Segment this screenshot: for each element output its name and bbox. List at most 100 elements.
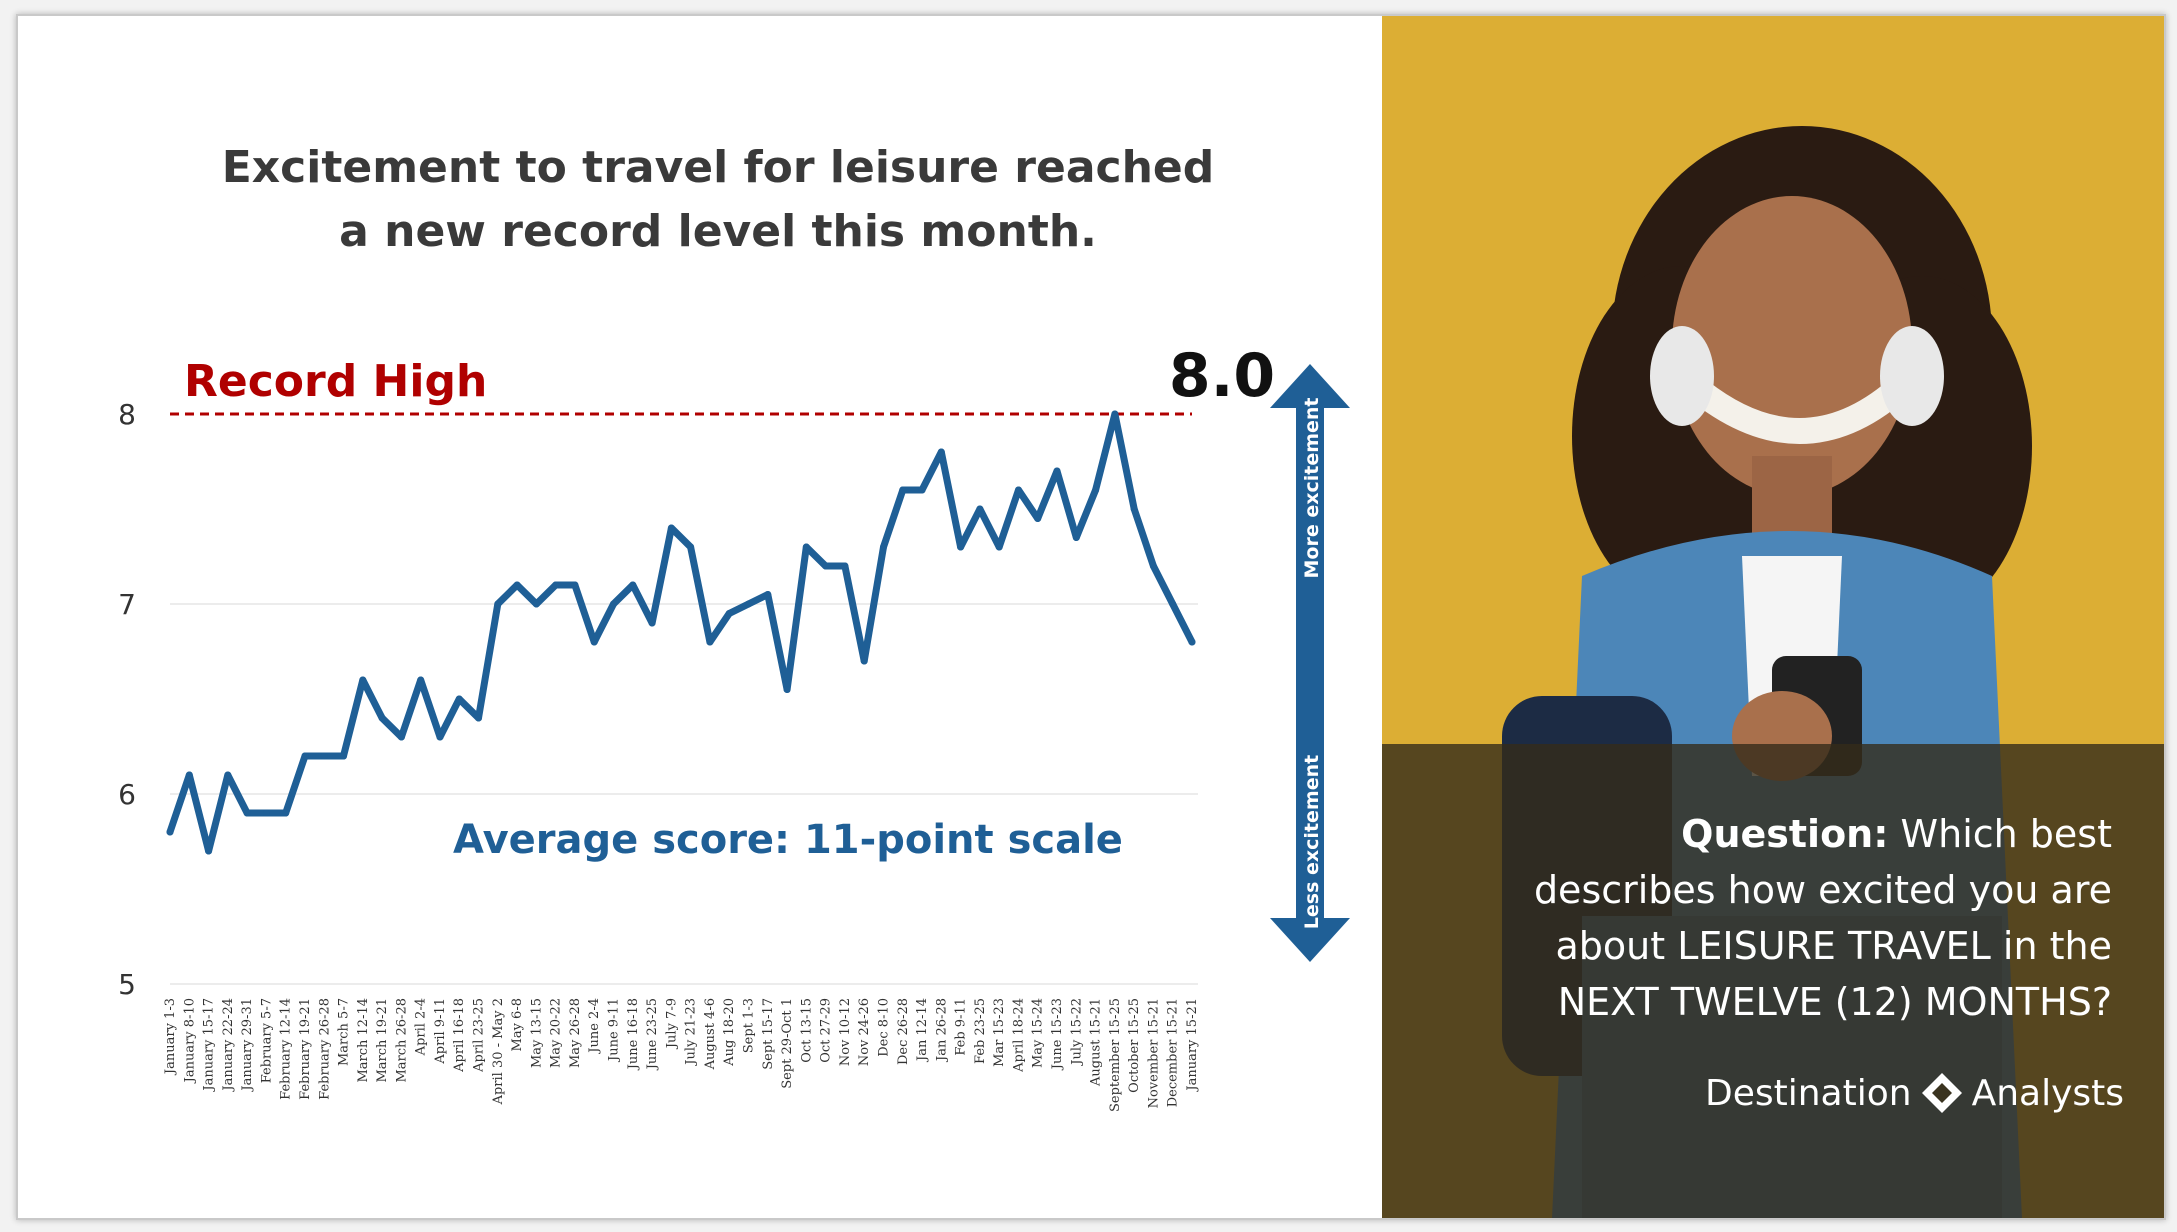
x-tick-label: December 15-21 bbox=[1166, 998, 1181, 1107]
chart-annotation: Average score: 11-point scale bbox=[453, 817, 1123, 863]
data-point bbox=[629, 581, 637, 589]
slide: Excitement to travel for leisure reached… bbox=[16, 14, 2166, 1220]
x-tick-label: April 23-25 bbox=[472, 998, 487, 1073]
data-point bbox=[1149, 562, 1157, 570]
chart-title: Excitement to travel for leisure reached… bbox=[221, 142, 1215, 257]
x-tick-label: May 15-24 bbox=[1031, 998, 1046, 1068]
data-point bbox=[205, 847, 213, 855]
x-tick-label: Feb 9-11 bbox=[954, 998, 969, 1056]
x-tick-label: Nov 10-12 bbox=[838, 998, 853, 1066]
data-point bbox=[359, 676, 367, 684]
data-point bbox=[1014, 486, 1022, 494]
arrow-shaft bbox=[1296, 408, 1324, 938]
data-point bbox=[841, 562, 849, 570]
data-point bbox=[957, 543, 965, 551]
y-tick-label: 7 bbox=[118, 588, 136, 621]
data-point bbox=[320, 752, 328, 760]
line-chart: 5 6 7 8 January 1-3 January 8-10 January 15-17… bbox=[118, 341, 1350, 1112]
x-tick-label: July 15-22 bbox=[1069, 998, 1084, 1067]
data-point bbox=[976, 505, 984, 513]
y-tick-label: 8 bbox=[118, 398, 136, 431]
arrow-top-label: More excitement bbox=[1301, 397, 1323, 578]
x-tick-label: February 26-28 bbox=[317, 998, 332, 1100]
data-point bbox=[378, 714, 386, 722]
x-tick-label: April 18-24 bbox=[1011, 998, 1026, 1073]
x-tick-label: May 13-15 bbox=[529, 998, 544, 1068]
diamond-logo-icon bbox=[1921, 1073, 1962, 1113]
x-tick-label: March 12-14 bbox=[356, 998, 371, 1083]
question-overlay bbox=[1382, 744, 2164, 1218]
data-point bbox=[918, 486, 926, 494]
data-point bbox=[744, 600, 752, 608]
y-tick-label: 6 bbox=[118, 778, 136, 811]
data-point bbox=[455, 695, 463, 703]
x-tick-label: May 26-28 bbox=[568, 998, 583, 1068]
data-point bbox=[475, 714, 483, 722]
data-point bbox=[899, 486, 907, 494]
x-tick-label: June 15-23 bbox=[1050, 998, 1065, 1071]
x-tick-label: October 15-25 bbox=[1127, 998, 1142, 1093]
x-tick-label: April 2-4 bbox=[414, 998, 429, 1056]
data-point bbox=[301, 752, 309, 760]
x-tick-label: June 2-4 bbox=[587, 998, 602, 1055]
x-tick-label: March 26-28 bbox=[394, 998, 409, 1083]
data-point bbox=[1053, 467, 1061, 475]
x-tick-label: June 16-18 bbox=[626, 998, 641, 1071]
x-tick-label: November 15-21 bbox=[1146, 998, 1161, 1108]
x-tick-label: April 30 - May 2 bbox=[491, 998, 506, 1105]
x-tick-label: Oct 27-29 bbox=[819, 998, 834, 1063]
x-tick-label: June 9-11 bbox=[607, 998, 622, 1063]
data-point bbox=[1092, 486, 1100, 494]
data-point bbox=[417, 676, 425, 684]
x-tick-label: January 1-3 bbox=[163, 998, 178, 1076]
data-point bbox=[1169, 600, 1177, 608]
data-point bbox=[1072, 534, 1080, 541]
data-point bbox=[1034, 515, 1042, 522]
arrow-up-icon bbox=[1270, 364, 1350, 408]
x-tick-label: January 15-17 bbox=[202, 998, 217, 1093]
x-tick-label: May 6-8 bbox=[510, 998, 525, 1051]
x-tick-label: May 20-22 bbox=[549, 998, 564, 1068]
data-point bbox=[783, 686, 791, 693]
x-tick-label: Sept 1-3 bbox=[741, 998, 756, 1053]
x-tick-label: Oct 13-15 bbox=[799, 998, 814, 1063]
x-tick-label: January 15-21 bbox=[1185, 998, 1200, 1093]
question-text: Question: Which best describes how excit… bbox=[1512, 806, 2112, 1030]
x-tick-label: Jan 26-28 bbox=[934, 998, 949, 1063]
data-point bbox=[397, 733, 405, 741]
x-tick-label: Dec 26-28 bbox=[896, 998, 911, 1065]
x-tick-label: July 21-23 bbox=[684, 998, 699, 1067]
x-tick-label: Nov 24-26 bbox=[857, 998, 872, 1066]
record-high-label: Record High bbox=[184, 356, 487, 407]
x-tick-label: January 22-24 bbox=[221, 998, 236, 1093]
data-point bbox=[552, 581, 560, 589]
x-tick-label: February 5-7 bbox=[259, 998, 274, 1083]
data-point bbox=[1188, 638, 1196, 646]
data-point bbox=[860, 657, 868, 665]
data-point bbox=[764, 591, 772, 598]
series-line bbox=[166, 410, 1196, 855]
x-tick-label: August 15-21 bbox=[1089, 998, 1104, 1087]
brand-left: Destination bbox=[1704, 1072, 1912, 1114]
x-tick-label: March 5-7 bbox=[337, 998, 352, 1066]
question-label: Question: bbox=[1681, 812, 1889, 856]
data-point bbox=[995, 543, 1003, 551]
x-tick-label: February 12-14 bbox=[279, 998, 294, 1100]
x-tick-label: Sept 29-Oct 1 bbox=[780, 998, 795, 1089]
x-tick-label: July 7-9 bbox=[664, 998, 679, 1050]
data-point bbox=[706, 638, 714, 646]
x-tick-label: April 16-18 bbox=[452, 998, 467, 1073]
data-point bbox=[1111, 410, 1119, 418]
brand-right: Analysts bbox=[1971, 1072, 2124, 1114]
data-point bbox=[185, 771, 193, 779]
data-point bbox=[610, 600, 618, 608]
data-point bbox=[802, 543, 810, 551]
x-tick-label: April 9-11 bbox=[433, 998, 448, 1065]
data-point bbox=[648, 619, 656, 627]
y-tick-label: 5 bbox=[118, 968, 136, 1001]
x-tick-label: Jan 12-14 bbox=[915, 998, 930, 1063]
data-point bbox=[822, 562, 830, 570]
x-tick-label: Dec 8-10 bbox=[876, 998, 891, 1057]
x-tick-label: Mar 15-23 bbox=[992, 998, 1007, 1067]
x-tick-label: Aug 18-20 bbox=[722, 998, 737, 1067]
